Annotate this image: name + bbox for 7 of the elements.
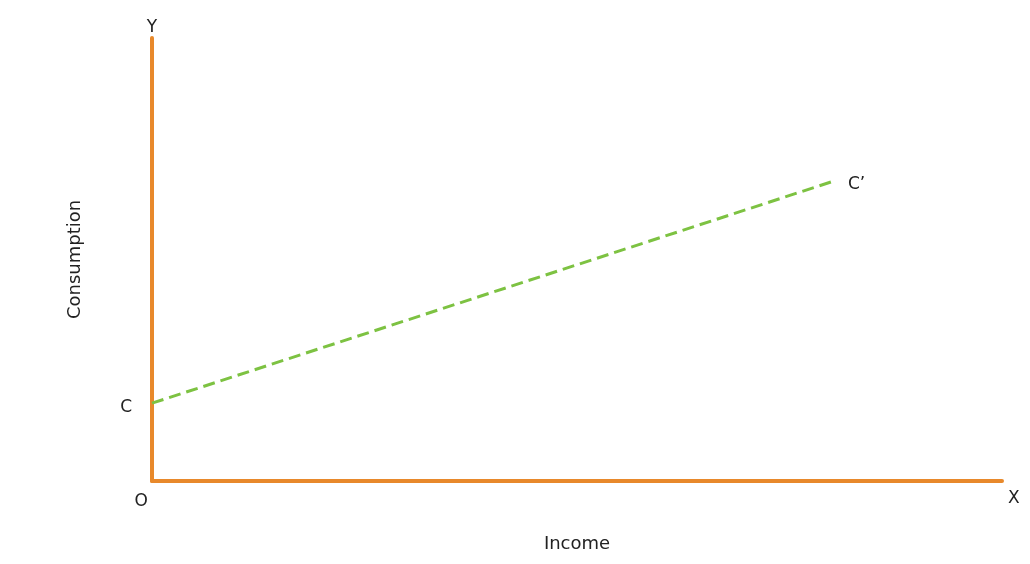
annotation: C’ <box>848 172 866 193</box>
text: Y <box>145 15 158 36</box>
text: O <box>134 489 148 510</box>
y-axis-title: Consumption <box>62 199 84 320</box>
text: C <box>120 396 132 417</box>
text: X <box>1008 487 1020 507</box>
x-axis-title: Income <box>543 531 611 553</box>
